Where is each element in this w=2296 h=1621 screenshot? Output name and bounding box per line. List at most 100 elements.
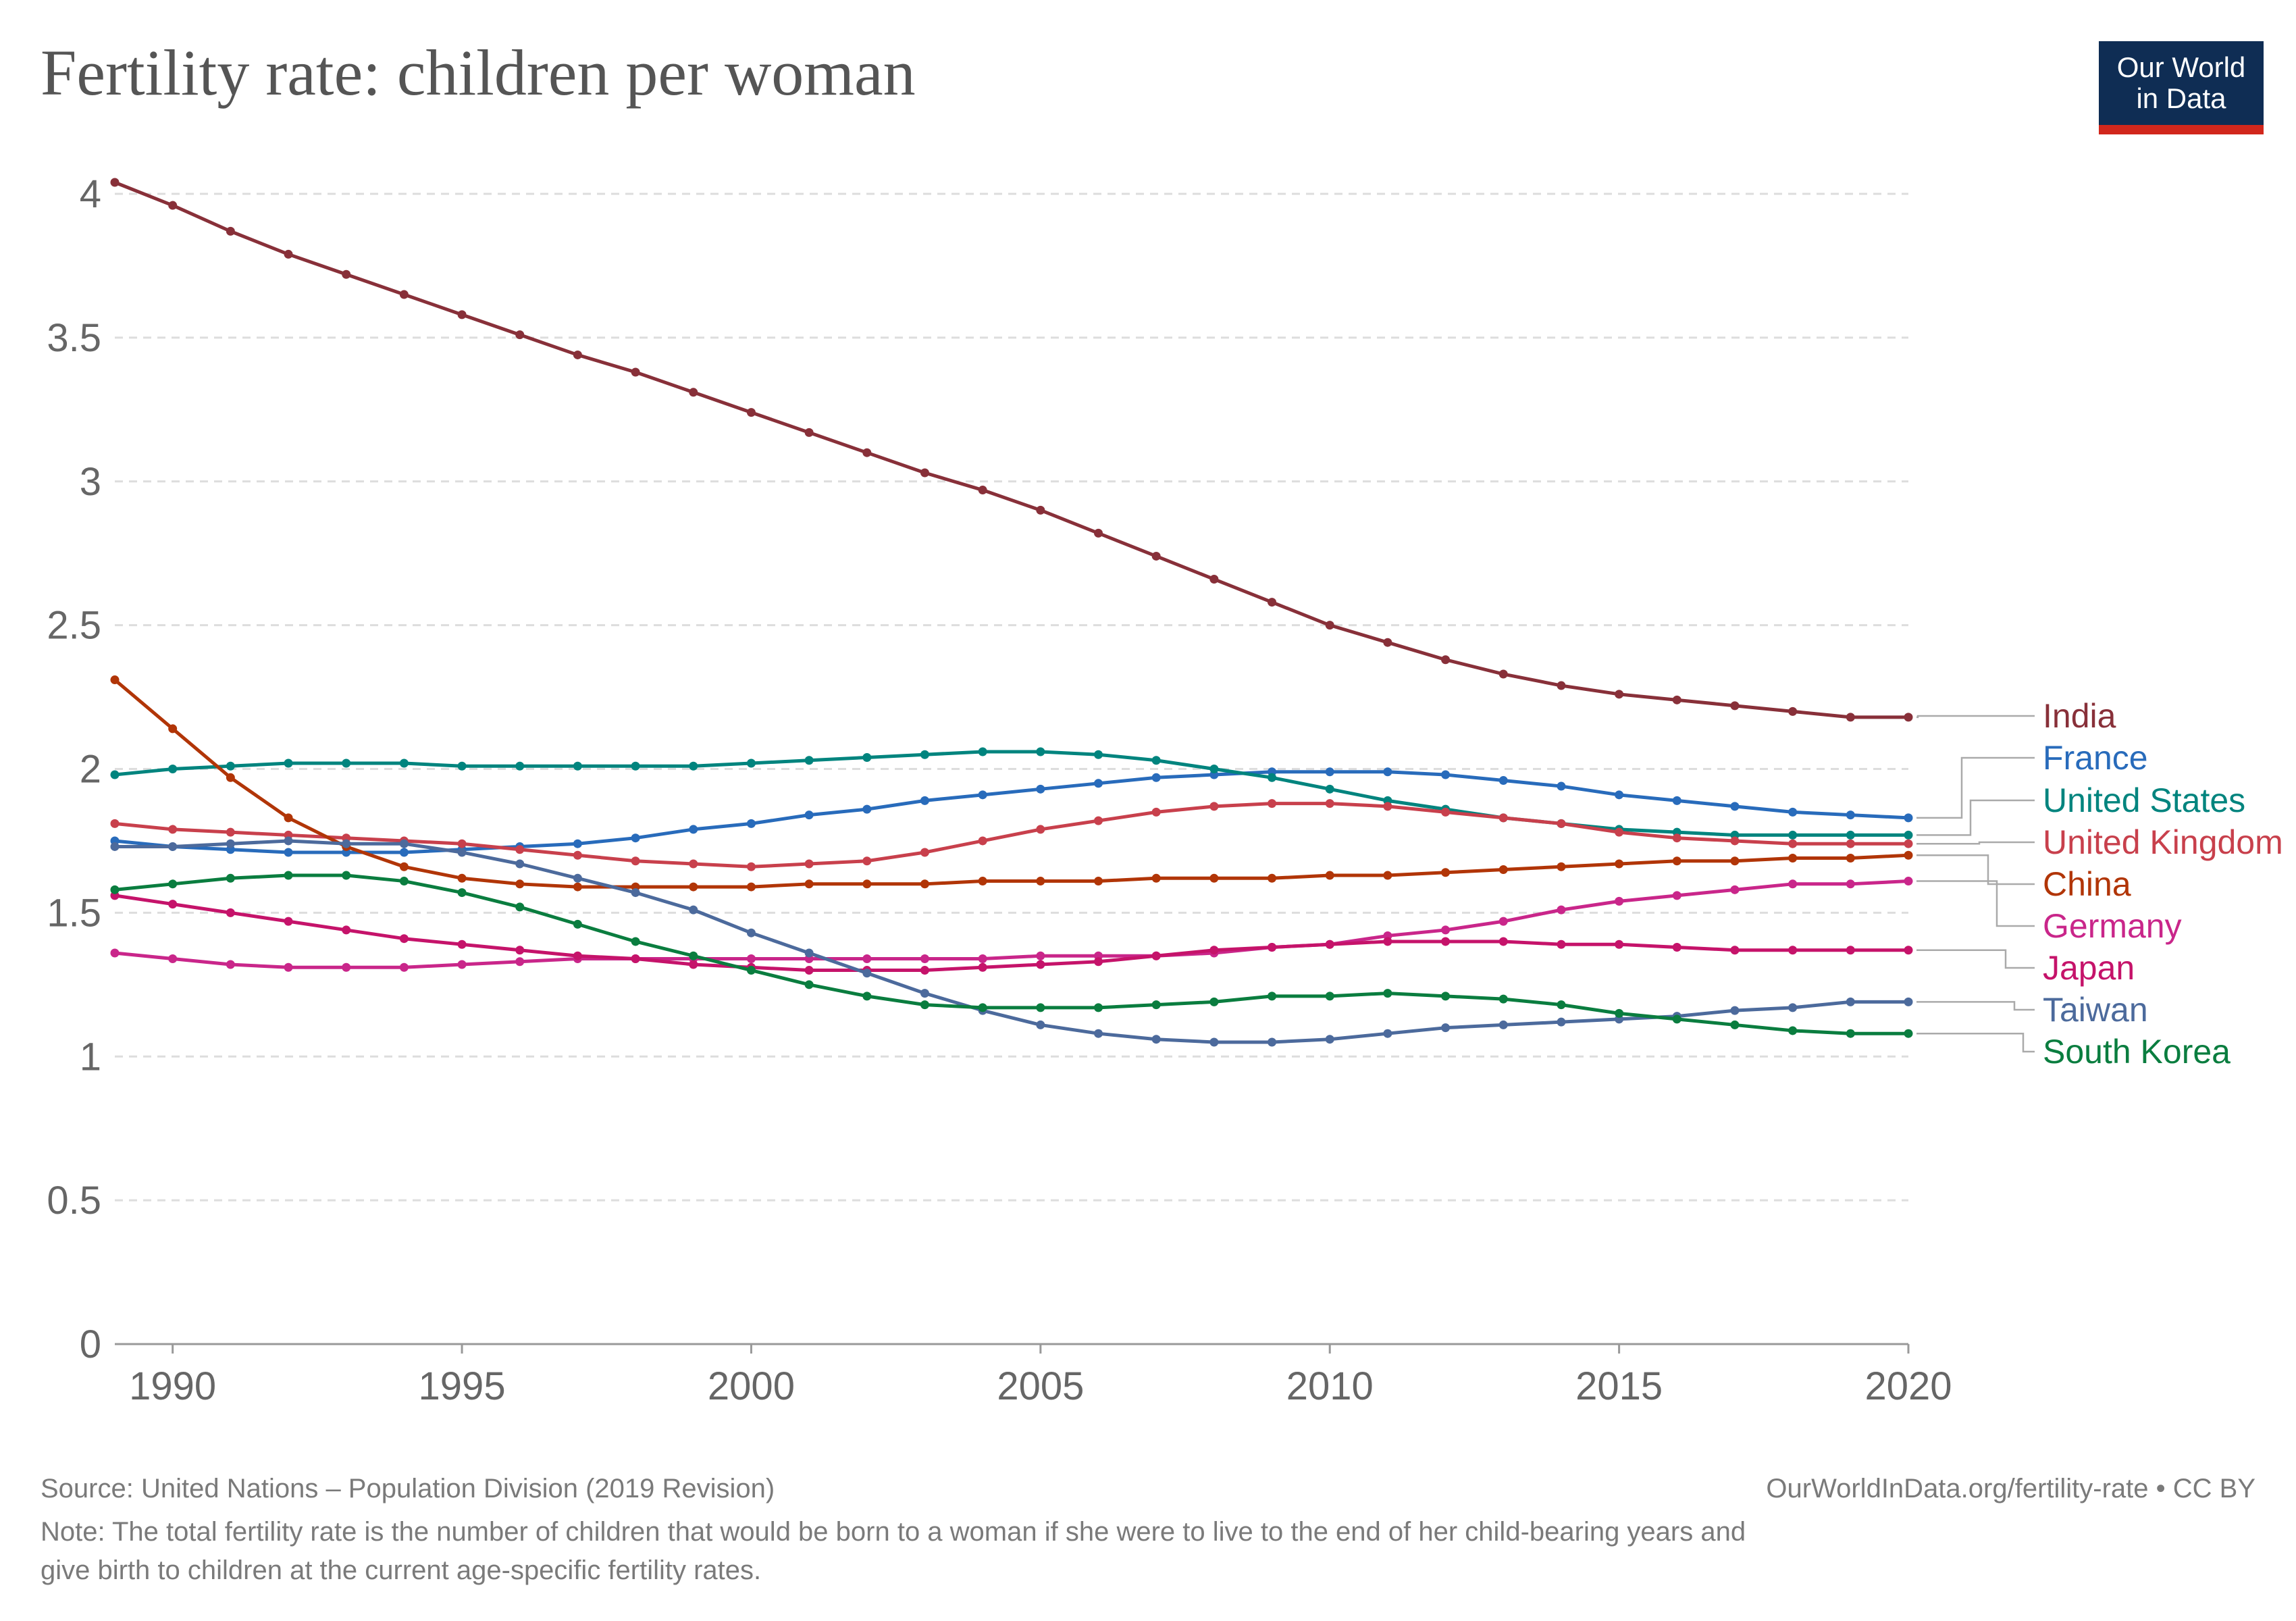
data-point xyxy=(515,761,525,771)
data-point xyxy=(1441,807,1451,817)
data-point xyxy=(284,758,293,768)
data-point xyxy=(226,960,235,969)
y-tick-label: 4 xyxy=(80,172,101,216)
data-point xyxy=(1557,905,1566,915)
series-china[interactable] xyxy=(110,675,1913,892)
data-point xyxy=(1151,1035,1161,1044)
legend-label-united-states[interactable]: United States xyxy=(2043,781,2245,819)
data-point xyxy=(920,954,929,964)
legend-label-germany[interactable]: Germany xyxy=(2043,907,2182,945)
data-point xyxy=(804,966,814,975)
data-point xyxy=(573,919,582,929)
data-point xyxy=(862,856,872,866)
x-tick-label: 1995 xyxy=(419,1364,506,1408)
legend-label-south-korea[interactable]: South Korea xyxy=(2043,1033,2230,1071)
data-point xyxy=(862,879,872,889)
y-tick-label: 2 xyxy=(80,748,101,792)
data-point xyxy=(457,848,467,857)
data-point xyxy=(1441,937,1451,946)
data-point xyxy=(226,873,235,883)
data-point xyxy=(1730,1020,1740,1029)
data-point xyxy=(1151,1000,1161,1010)
data-point xyxy=(1383,1029,1392,1038)
series-japan[interactable] xyxy=(110,891,1913,975)
data-point xyxy=(1209,575,1219,584)
series-lines xyxy=(110,178,1913,1047)
data-point xyxy=(1904,997,1913,1006)
series-germany[interactable] xyxy=(110,877,1913,972)
data-point xyxy=(978,877,987,886)
legend-connector xyxy=(1916,1001,2035,1011)
legend-label-china[interactable]: China xyxy=(2043,865,2131,903)
legend-connector xyxy=(1916,799,2035,836)
legend-connector xyxy=(1916,841,2035,845)
data-point xyxy=(1557,819,1566,828)
data-point xyxy=(573,350,582,359)
logo-line-2: in Data xyxy=(2136,82,2226,114)
data-point xyxy=(342,925,351,935)
data-point xyxy=(1094,750,1103,759)
data-point xyxy=(804,980,814,989)
data-point xyxy=(1846,713,1855,722)
data-point xyxy=(1383,767,1392,777)
y-tick-label: 0.5 xyxy=(47,1179,101,1223)
data-point xyxy=(110,842,120,851)
x-axis: 1990 1995 2000 2005 2010 2015 2020 xyxy=(115,1343,1952,1408)
data-point xyxy=(284,962,293,972)
legend-label-united-kingdom[interactable]: United Kingdom xyxy=(2043,823,2283,861)
url-text[interactable]: OurWorldInData.org/fertility-rate • CC B… xyxy=(1766,1474,2255,1503)
data-point xyxy=(689,825,698,834)
series-south-korea[interactable] xyxy=(110,871,1913,1038)
data-point xyxy=(457,960,467,969)
data-point xyxy=(457,761,467,771)
legend-connector xyxy=(1916,715,2035,719)
data-point xyxy=(1904,877,1913,886)
data-point xyxy=(1498,1020,1508,1029)
data-point xyxy=(226,761,235,771)
legend-label-japan[interactable]: Japan xyxy=(2043,949,2135,987)
data-point xyxy=(168,879,178,889)
data-point xyxy=(110,819,120,828)
data-point xyxy=(1151,873,1161,883)
data-point xyxy=(399,862,409,871)
data-point xyxy=(1383,937,1392,946)
series-india[interactable] xyxy=(110,178,1913,722)
data-point xyxy=(978,486,987,495)
data-point xyxy=(1325,940,1334,949)
data-point xyxy=(1904,813,1913,823)
data-point xyxy=(978,790,987,800)
data-point xyxy=(1788,706,1798,716)
data-point xyxy=(920,468,929,478)
data-point xyxy=(226,773,235,782)
series-united-kingdom[interactable] xyxy=(110,799,1913,871)
data-point xyxy=(1268,1037,1277,1047)
legend-label-taiwan[interactable]: Taiwan xyxy=(2043,991,2148,1029)
data-point xyxy=(746,758,756,768)
data-point xyxy=(631,888,640,898)
data-point xyxy=(1036,960,1045,969)
data-point xyxy=(1441,770,1451,779)
series-line-japan xyxy=(114,894,1908,973)
data-point xyxy=(1846,839,1855,848)
data-point xyxy=(1325,767,1334,777)
data-point xyxy=(342,269,351,279)
y-tick-label: 1.5 xyxy=(47,891,101,935)
data-point xyxy=(1325,871,1334,880)
data-point xyxy=(168,201,178,210)
legend-label-india[interactable]: India xyxy=(2043,697,2116,735)
data-point xyxy=(1094,1003,1103,1012)
data-point xyxy=(399,839,409,848)
data-point xyxy=(110,178,120,187)
data-point xyxy=(746,819,756,828)
data-point xyxy=(573,839,582,848)
data-point xyxy=(168,724,178,734)
data-point xyxy=(1441,868,1451,877)
data-point xyxy=(689,859,698,869)
data-point xyxy=(689,761,698,771)
owid-logo[interactable]: Our World in Data xyxy=(2099,41,2264,134)
data-point xyxy=(1672,1014,1681,1024)
data-point xyxy=(1672,942,1681,952)
series-line-taiwan xyxy=(115,839,1908,1044)
data-point xyxy=(1557,1000,1566,1010)
legend-label-france[interactable]: France xyxy=(2043,739,2148,777)
